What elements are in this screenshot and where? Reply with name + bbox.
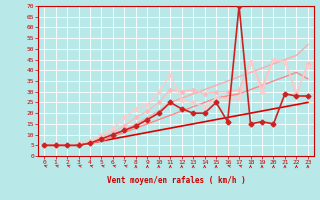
X-axis label: Vent moyen/en rafales ( km/h ): Vent moyen/en rafales ( km/h ) xyxy=(107,176,245,185)
